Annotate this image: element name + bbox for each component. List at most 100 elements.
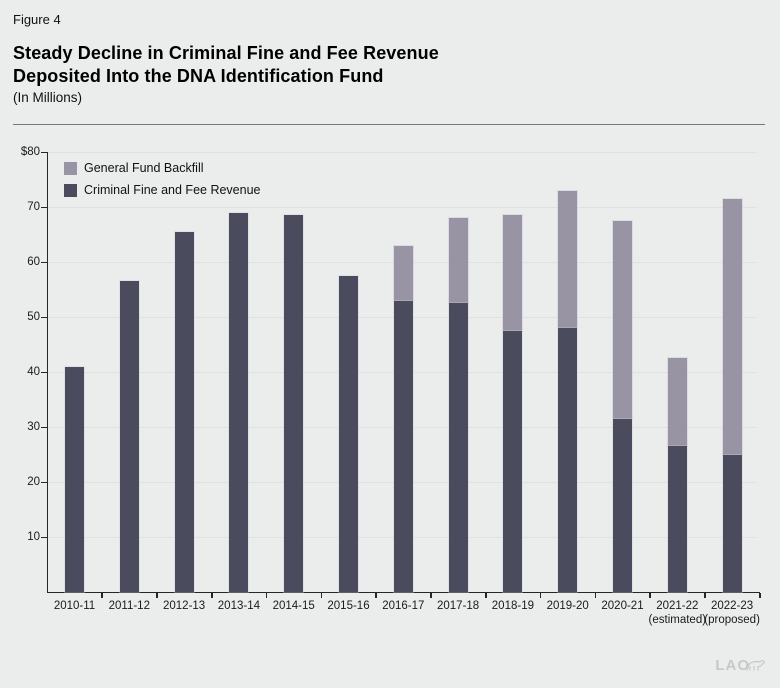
figure-label: Figure 4 [13, 12, 61, 27]
y-axis-label-30: 30 [27, 421, 40, 433]
x-axis-label-year: 2017-18 [436, 600, 480, 612]
x-axis-label-2010-11: 2010-11 [33, 599, 117, 613]
y-axis-label-10: 10 [27, 531, 40, 543]
bar-segment-revenue-2018-19 [503, 330, 523, 592]
x-axis-label-2015-16: 2015-16 [307, 599, 391, 613]
x-axis-label-year: 2012-13 [162, 600, 206, 612]
x-axis-label-2011-12: 2011-12 [87, 599, 171, 613]
x-axis-tick-6 [375, 593, 378, 598]
x-axis-label-2016-17: 2016-17 [361, 599, 445, 613]
bar-2016-17 [393, 245, 413, 592]
x-axis-label-2021-22: 2021-22 (estimated) [635, 599, 719, 627]
x-axis-tick-3 [210, 593, 213, 598]
bar-segment-revenue-2016-17 [393, 300, 413, 592]
bar-2017-18 [448, 218, 468, 592]
y-axis-tick-50 [40, 316, 47, 318]
legend: General Fund Backfill Criminal Fine and … [64, 161, 260, 205]
y-axis-tick-60 [40, 261, 47, 263]
x-axis-label-year: 2013-14 [217, 600, 260, 612]
gridline-80 [46, 152, 757, 153]
bar-segment-backfill-2019-20 [558, 190, 578, 328]
x-axis-label-2013-14: 2013-14 [197, 599, 281, 613]
figure-title: Steady Decline in Criminal Fine and Fee … [13, 42, 439, 88]
bar-2012-13 [174, 231, 194, 592]
x-axis-label-2022-23: 2022-23 (proposed) [690, 599, 774, 627]
bar-segment-revenue-2021-22 [667, 446, 687, 592]
x-axis-tick-11 [649, 593, 652, 598]
x-axis-tick-2 [156, 593, 158, 598]
bar-segment-revenue-2014-15 [284, 215, 304, 592]
bar-segment-revenue-2015-16 [339, 275, 358, 592]
bar-segment-revenue-2013-14 [229, 212, 249, 592]
bar-segment-backfill-2018-19 [503, 215, 523, 331]
y-axis-label-20: 20 [27, 476, 40, 488]
x-axis-tick-9 [539, 593, 542, 598]
x-axis-label-year: 2019-20 [546, 600, 589, 612]
x-axis-tick-12 [704, 593, 706, 598]
bar-segment-backfill-2020-21 [613, 220, 632, 419]
bar-segment-backfill-2021-22 [667, 358, 687, 447]
y-axis-tick-30 [40, 426, 47, 428]
x-axis-label-2017-18: 2017-18 [416, 599, 500, 613]
x-axis-label-year: 2010-11 [53, 600, 96, 612]
bar-segment-backfill-2016-17 [393, 245, 413, 301]
x-axis-sublabel: (estimated) [648, 614, 707, 626]
bar-2019-20 [558, 190, 578, 592]
legend-label: General Fund Backfill [84, 161, 204, 175]
bar-segment-backfill-2017-18 [448, 218, 468, 304]
bar-2021-22 [667, 358, 687, 592]
x-axis-tick-13 [758, 593, 761, 598]
x-axis [46, 591, 760, 594]
y-axis-tick-20 [40, 481, 47, 483]
x-axis-label-2018-19: 2018-19 [471, 599, 555, 613]
x-axis-tick-10 [594, 593, 597, 598]
x-axis-label-2012-13: 2012-13 [142, 599, 226, 613]
bar-2020-21 [613, 220, 632, 592]
x-axis-label-2014-15: 2014-15 [252, 599, 336, 613]
bar-2015-16 [339, 275, 358, 592]
bear-icon [746, 659, 765, 671]
x-axis-label-year: 2022-23 [710, 600, 754, 612]
x-axis-label-year: 2021-22 [656, 600, 699, 612]
bar-segment-revenue-2011-12 [119, 281, 139, 592]
y-axis-label-70: 70 [27, 201, 40, 213]
legend-item-criminal-fine-fee-revenue: Criminal Fine and Fee Revenue [64, 183, 260, 197]
legend-label: Criminal Fine and Fee Revenue [84, 183, 261, 197]
bar-segment-revenue-2010-11 [65, 366, 84, 592]
y-axis-label-60: 60 [27, 256, 40, 268]
legend-swatch-revenue [64, 183, 77, 197]
legend-item-general-fund-backfill: General Fund Backfill [64, 161, 260, 175]
x-axis-tick-8 [484, 593, 487, 598]
x-axis-tick-5 [320, 593, 323, 598]
x-axis-tick-4 [265, 593, 268, 598]
bar-2014-15 [284, 215, 304, 592]
bar-2013-14 [229, 212, 249, 592]
bar-segment-revenue-2012-13 [174, 231, 194, 592]
y-axis-label-50: 50 [27, 311, 40, 323]
figure-title-line2: Deposited Into the DNA Identification Fu… [13, 66, 384, 86]
bar-2011-12 [119, 281, 139, 592]
divider [13, 124, 765, 125]
x-axis-label-year: 2018-19 [491, 600, 534, 612]
figure-title-line1: Steady Decline in Criminal Fine and Fee … [13, 43, 439, 63]
x-axis-label-year: 2016-17 [382, 600, 425, 612]
bar-segment-backfill-2022-23 [722, 198, 742, 455]
y-axis-tick-80 [40, 151, 47, 153]
x-axis-label-year: 2011-12 [108, 600, 150, 612]
x-axis-sublabel: (proposed) [704, 614, 760, 626]
y-axis-tick-40 [40, 371, 47, 373]
bar-segment-revenue-2017-18 [448, 303, 468, 592]
bar-2022-23 [722, 198, 742, 592]
gridline-70 [46, 207, 757, 208]
x-axis-label-2020-21: 2020-21 [581, 599, 665, 613]
bar-2010-11 [65, 366, 84, 592]
lao-logo: LAO [715, 657, 767, 674]
figure-subtitle: (In Millions) [13, 90, 83, 105]
y-axis-label-80: $80 [20, 146, 40, 158]
y-axis-tick-70 [40, 206, 47, 208]
x-axis-tick-7 [430, 593, 432, 598]
bar-segment-revenue-2020-21 [613, 418, 632, 592]
x-axis-label-year: 2020-21 [601, 600, 644, 612]
